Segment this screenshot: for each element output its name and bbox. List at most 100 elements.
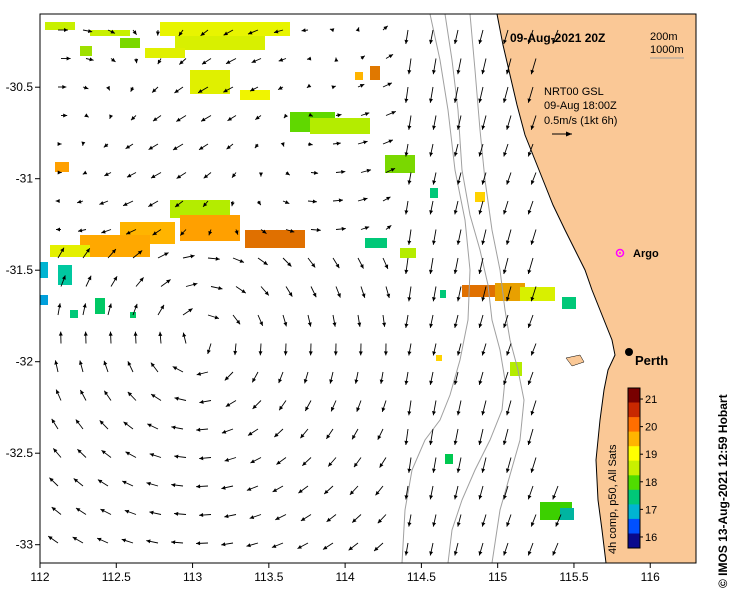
current-vector-head (87, 275, 92, 281)
depth-legend-200m: 200m (650, 31, 678, 43)
current-vector-head (502, 98, 507, 103)
current-vector-head (131, 116, 136, 121)
current-vector-head (530, 125, 535, 130)
colorbar-tick-label: 18 (645, 477, 657, 489)
colorbar-tick-label: 16 (645, 532, 657, 544)
current-vector-head (335, 263, 340, 269)
current-vector-head (248, 431, 253, 436)
current-vector-head (306, 83, 312, 88)
current-vector-head (311, 263, 316, 268)
colorbar-tick-label: 19 (645, 449, 657, 461)
current-vector-head (62, 85, 67, 89)
current-vector-head (432, 240, 436, 245)
current-vector-head (63, 113, 68, 118)
current-vector (377, 572, 386, 580)
current-vector-head (104, 390, 109, 396)
current-vector-head (82, 303, 87, 308)
current-vector-head (208, 230, 213, 236)
current-vector-head (48, 536, 53, 541)
current-vector-head (203, 174, 209, 179)
current-vector-head (324, 489, 329, 494)
current-vector-head (57, 303, 62, 308)
current-vector-head (148, 145, 153, 150)
y-tick-label: -32.5 (6, 446, 34, 460)
current-vector-head (66, 56, 71, 61)
current-vector-head (227, 116, 232, 121)
current-vector-head (272, 488, 278, 492)
current-vector-head (404, 440, 409, 445)
bathymetry-contours (401, 14, 525, 563)
current-vector-head (171, 483, 176, 488)
current-vector-head (174, 511, 179, 516)
current-vector-head (429, 551, 434, 556)
current-vector-head (360, 55, 365, 60)
current-vector-head (173, 146, 178, 150)
current-vector-head (83, 331, 88, 336)
current-vector-head (453, 210, 458, 215)
sst-patches (40, 22, 576, 520)
current-vector-head (386, 196, 391, 201)
current-vector-head (429, 152, 434, 157)
current-vector-head (354, 462, 358, 468)
colorbar-tick-label: 20 (645, 422, 657, 434)
current-vector-head (99, 420, 104, 425)
current-vector-head (555, 522, 560, 527)
current-vector-head (341, 226, 346, 231)
perth-marker (625, 348, 633, 356)
current-vector-head (127, 361, 132, 366)
current-vector-head (308, 142, 313, 147)
current-vector-head (87, 29, 93, 33)
current-vector-head (133, 303, 138, 309)
current-vector-head (151, 394, 156, 398)
current-vector-head (226, 60, 231, 64)
current-vector-head (478, 152, 483, 157)
current-vector-head (404, 323, 409, 328)
current-vector-head (147, 423, 152, 428)
current-vector-head (106, 85, 110, 91)
current-vector-head (200, 31, 205, 36)
current-vector-head (224, 571, 228, 575)
current-vector-head (404, 269, 409, 274)
current-vector-head (301, 28, 306, 33)
current-vector-head (326, 574, 331, 578)
current-vector-head (249, 515, 255, 519)
current-vector-head (307, 56, 312, 61)
current-vector-head (150, 362, 155, 367)
current-vector-head (84, 113, 89, 118)
coastline (496, 14, 616, 563)
current-vector-head (384, 264, 389, 269)
current-vector-head (298, 489, 303, 494)
current-vector-head (259, 172, 263, 177)
current-vector-head (432, 351, 437, 356)
current-vector-head (160, 304, 164, 310)
current-vector-head (57, 170, 62, 175)
current-vector-head (198, 89, 203, 93)
current-vector-head (178, 31, 183, 36)
current-vector-head (201, 117, 206, 122)
current-vector-head (527, 269, 532, 274)
current-vector-head (132, 30, 137, 35)
current-vector-head (530, 69, 535, 75)
current-vector (531, 572, 536, 586)
current-vector-head (313, 170, 319, 175)
current-vector-head (390, 168, 396, 172)
current-vector-head (111, 57, 116, 62)
current-vector-head (527, 98, 532, 103)
current-vector-head (481, 468, 486, 473)
current-vector-head (503, 551, 507, 556)
current-vector-head (453, 440, 458, 445)
current-vector-head (456, 351, 461, 356)
current-vector-head (388, 139, 393, 144)
current-vector-head (481, 69, 486, 75)
current-vector-head (503, 152, 507, 157)
current-vector-head (453, 495, 458, 500)
current-vector (75, 566, 86, 571)
current-vector-head (527, 323, 532, 328)
current-vector-head (404, 152, 409, 157)
current-vector (458, 572, 461, 586)
current-vector-head (60, 247, 64, 253)
current-vector-head (527, 440, 532, 445)
x-tick-label: 114.5 (407, 570, 436, 584)
current-vector-head (453, 39, 458, 44)
current-vector-head (316, 228, 321, 232)
